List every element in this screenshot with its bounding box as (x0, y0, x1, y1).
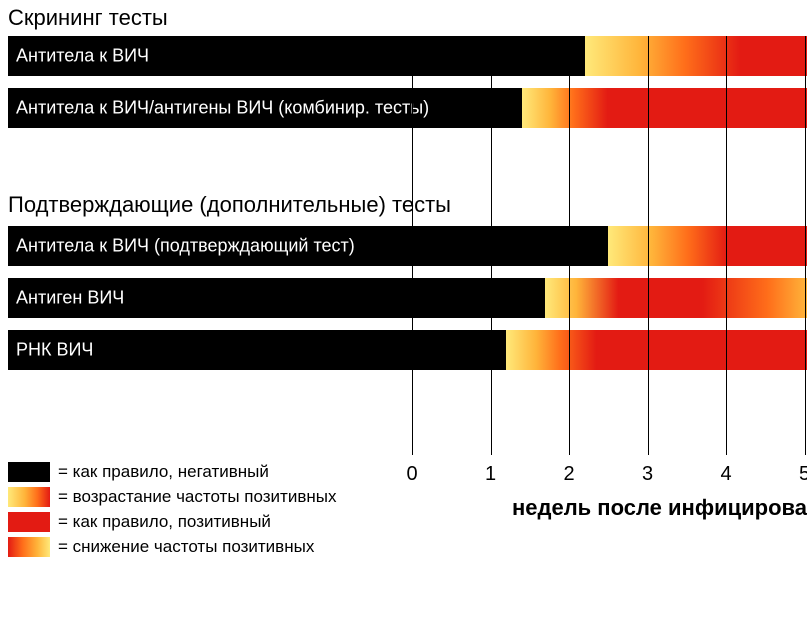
xtick-label: 1 (485, 463, 496, 486)
bar-gradient (545, 278, 807, 318)
xtick-label: 2 (563, 463, 574, 486)
bar-row: Антитела к ВИЧ/антигены ВИЧ (комбинир. т… (8, 88, 798, 128)
legend-text: = снижение частоты позитивных (58, 537, 314, 557)
bar-label: РНК ВИЧ (16, 340, 93, 361)
legend-row: = как правило, негативный (8, 460, 336, 483)
xtick-label: 4 (720, 463, 731, 486)
legend-swatch (8, 462, 50, 482)
xtick-label: 0 (406, 463, 417, 486)
gridline (569, 36, 570, 455)
xaxis-label: недель после инфицирова (512, 495, 807, 521)
legend: = как правило, негативный = возрастание ч… (8, 460, 336, 560)
bar-gradient (506, 330, 807, 370)
bar-label: Антитела к ВИЧ/антигены ВИЧ (комбинир. т… (16, 98, 429, 119)
xtick-label: 5 (799, 463, 807, 486)
gridline (805, 36, 806, 455)
bar-label: Антитела к ВИЧ (16, 46, 149, 67)
gridline (491, 36, 492, 455)
bar-gradient (522, 88, 807, 128)
section-heading: Скрининг тесты (8, 5, 168, 31)
bar-row: Антитела к ВИЧ (подтверждающий тест) (8, 226, 798, 266)
bar-gradient (608, 226, 807, 266)
legend-swatch (8, 487, 50, 507)
hiv-test-timeline-chart: 01234567недель после инфицироваСкрининг … (0, 0, 807, 625)
bar-label: Антитела к ВИЧ (подтверждающий тест) (16, 236, 355, 257)
section-heading: Подтверждающие (дополнительные) тесты (8, 192, 451, 218)
legend-row: = как правило, позитивный (8, 510, 336, 533)
legend-text: = возрастание частоты позитивных (58, 487, 336, 507)
bar-gradient (585, 36, 807, 76)
legend-swatch (8, 537, 50, 557)
legend-text: = как правило, негативный (58, 462, 269, 482)
legend-swatch (8, 512, 50, 532)
bar-row: Антитела к ВИЧ (8, 36, 798, 76)
xtick-label: 3 (642, 463, 653, 486)
legend-row: = возрастание частоты позитивных (8, 485, 336, 508)
bar-row: РНК ВИЧ (8, 330, 798, 370)
legend-row: = снижение частоты позитивных (8, 535, 336, 558)
legend-text: = как правило, позитивный (58, 512, 271, 532)
bar-label: Антиген ВИЧ (16, 288, 124, 309)
gridline (648, 36, 649, 455)
gridline (726, 36, 727, 455)
gridline (412, 36, 413, 455)
bar-row: Антиген ВИЧ (8, 278, 798, 318)
